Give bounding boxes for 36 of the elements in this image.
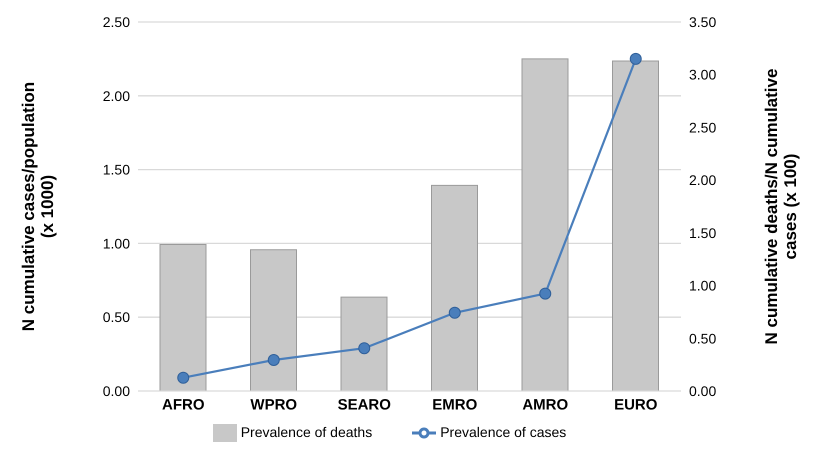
legend-label: Prevalence of cases <box>440 424 566 440</box>
point <box>177 372 190 384</box>
point <box>630 52 642 65</box>
y2-tick-label: 2.50 <box>689 119 716 136</box>
y2-tick-label: 3.00 <box>689 66 716 83</box>
x-tick-label: EMRO <box>432 396 478 414</box>
y2-axis-title: N cumulative deaths/N cumulative cases (x 100) <box>762 68 800 344</box>
legend-label: Prevalence of deaths <box>240 424 372 440</box>
y-tick-label: 1.50 <box>102 162 130 178</box>
bar <box>250 249 297 391</box>
y2-tick-label: 1.50 <box>689 224 716 241</box>
y-tick-label: 2.50 <box>102 14 130 30</box>
bar <box>160 244 206 391</box>
y2-tick-label: 1.00 <box>689 278 716 294</box>
point <box>448 306 461 319</box>
y-axis-title: N cumulative cases/population (x 1000) <box>19 82 57 332</box>
x-tick-label: EURO <box>614 396 658 414</box>
point <box>268 354 280 366</box>
point <box>539 288 552 300</box>
bar <box>522 58 568 391</box>
x-tick-label: WPRO <box>250 396 298 414</box>
y-tick-label: 0.00 <box>102 382 130 399</box>
y2-tick-label: 0.50 <box>689 330 716 346</box>
y2-tick-label: 0.00 <box>689 382 716 399</box>
point <box>358 342 370 354</box>
y-tick-label: 1.00 <box>102 235 130 252</box>
x-tick-label: AMRO <box>522 396 568 414</box>
x-tick-label: AFRO <box>162 396 205 414</box>
bar <box>612 60 659 391</box>
bar <box>340 296 388 391</box>
bar <box>431 184 478 391</box>
y2-tick-label: 2.00 <box>689 172 716 188</box>
y-tick-label: 2.00 <box>102 88 130 104</box>
x-tick-label: SEARO <box>338 396 392 414</box>
y-tick-label: 0.50 <box>102 309 130 326</box>
y2-tick-label: 3.50 <box>689 14 716 30</box>
